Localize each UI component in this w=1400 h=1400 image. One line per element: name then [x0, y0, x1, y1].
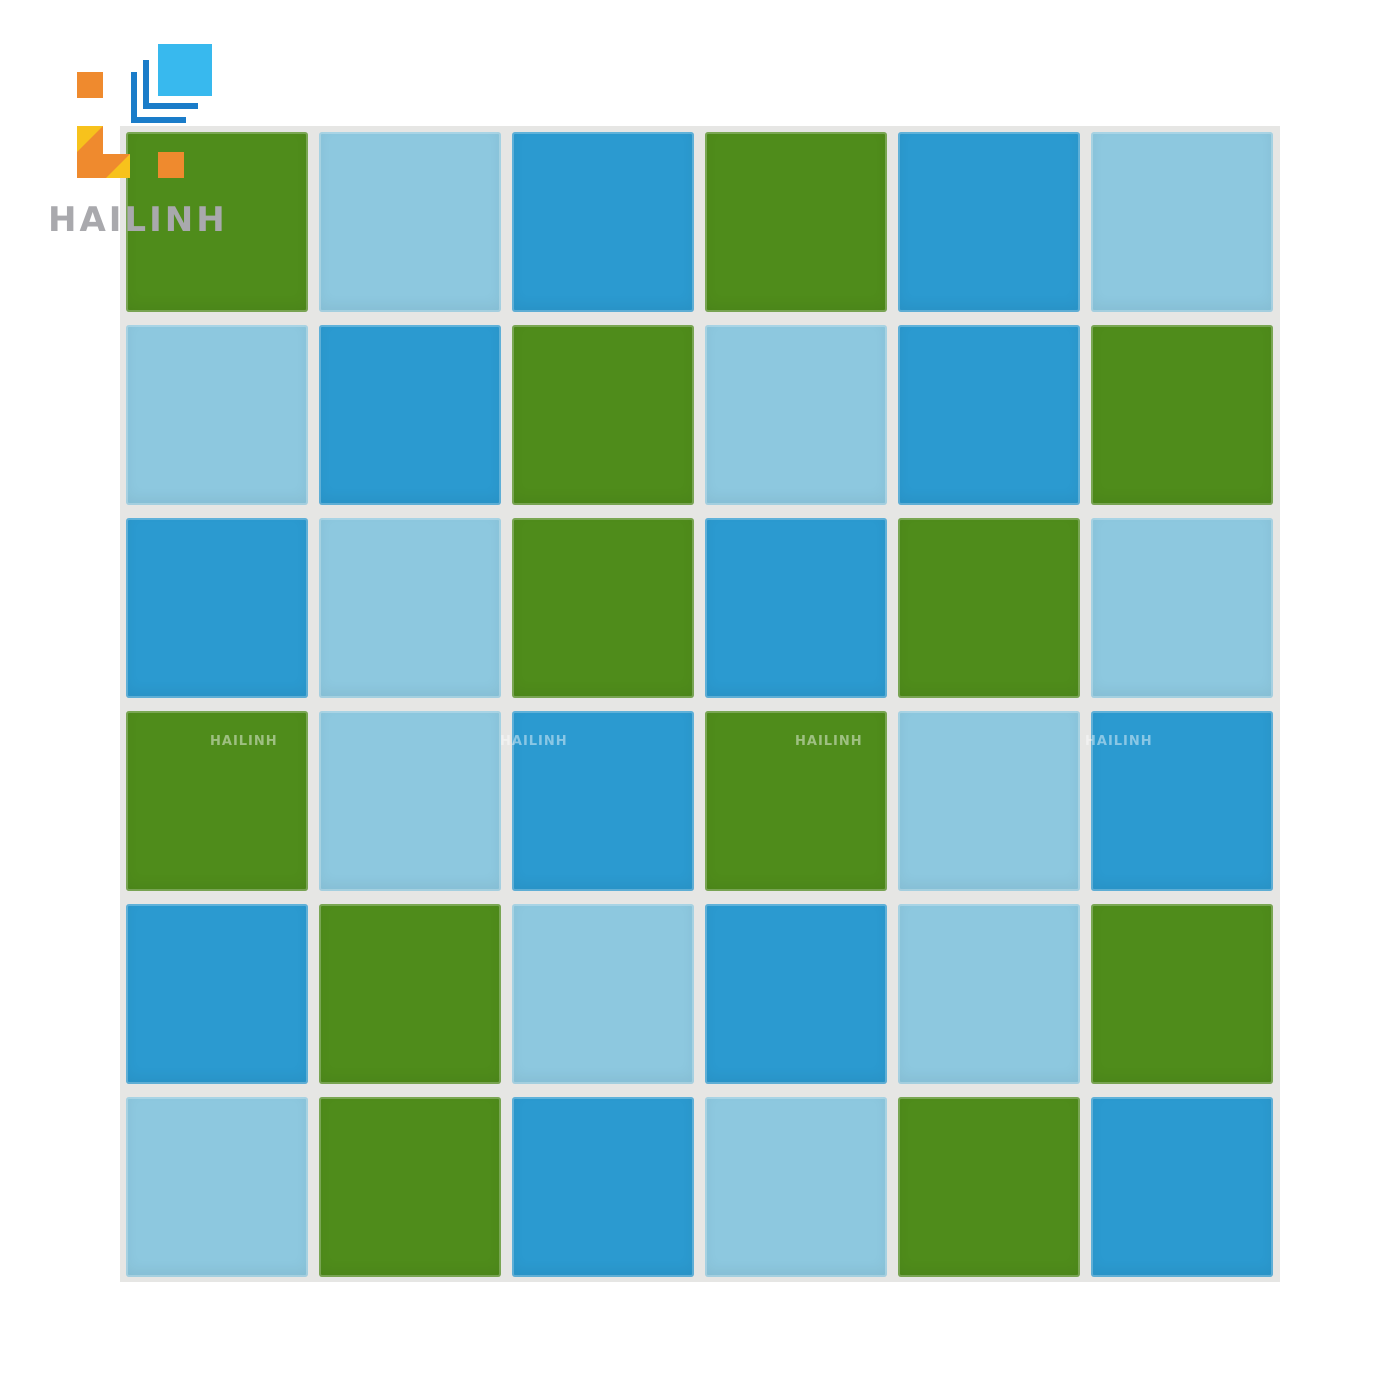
tile-light-blue: [898, 904, 1080, 1084]
tile-green: [1091, 325, 1273, 505]
tile-blue: [512, 132, 694, 312]
tile-green: [512, 325, 694, 505]
tile-light-blue: [898, 711, 1080, 891]
tile-light-blue: [319, 132, 501, 312]
watermark: HAILINH: [795, 734, 863, 749]
tile-light-blue: [319, 518, 501, 698]
tile-blue: [705, 904, 887, 1084]
tile-green: [705, 711, 887, 891]
tile-light-blue: [512, 904, 694, 1084]
mosaic-tile-sheet: [120, 126, 1280, 1282]
tile-green: [126, 132, 308, 312]
tile-blue: [705, 518, 887, 698]
tile-green: [319, 1097, 501, 1277]
tile-blue: [126, 904, 308, 1084]
tile-blue: [898, 132, 1080, 312]
tile-green: [1091, 904, 1273, 1084]
tile-blue: [126, 518, 308, 698]
tile-light-blue: [319, 711, 501, 891]
tile-light-blue: [705, 1097, 887, 1277]
hailinh-logo: [77, 44, 212, 178]
tile-light-blue: [1091, 132, 1273, 312]
brand-name: HAILINH: [48, 200, 228, 240]
tile-blue: [898, 325, 1080, 505]
tile-green: [512, 518, 694, 698]
tile-light-blue: [1091, 518, 1273, 698]
tile-green: [898, 1097, 1080, 1277]
tile-light-blue: [126, 1097, 308, 1277]
tile-green: [705, 132, 887, 312]
tile-blue: [319, 325, 501, 505]
tile-green: [126, 711, 308, 891]
watermark: HAILINH: [210, 734, 278, 749]
tile-green: [319, 904, 501, 1084]
tile-green: [898, 518, 1080, 698]
tile-light-blue: [705, 325, 887, 505]
tile-blue: [1091, 1097, 1273, 1277]
watermark: HAILINH: [1085, 734, 1153, 749]
tile-blue: [512, 711, 694, 891]
watermark: HAILINH: [500, 734, 568, 749]
tile-light-blue: [126, 325, 308, 505]
tile-blue: [512, 1097, 694, 1277]
tile-blue: [1091, 711, 1273, 891]
